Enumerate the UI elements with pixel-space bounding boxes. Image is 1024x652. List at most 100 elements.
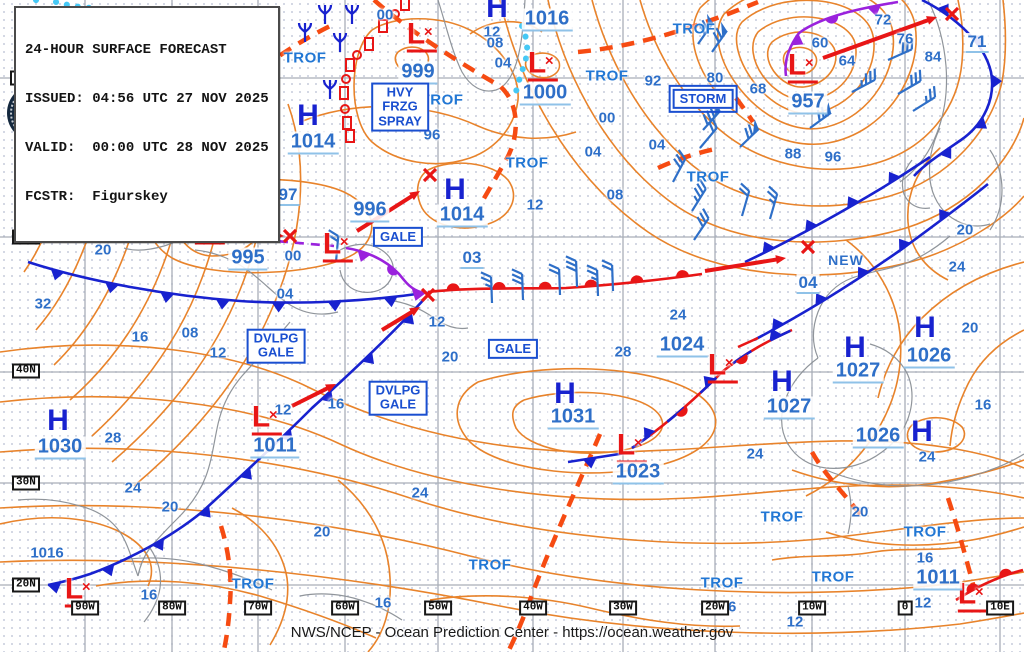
wind-barb-icon <box>586 264 600 297</box>
wind-barb-icon <box>739 118 760 148</box>
wind-barb-icon <box>711 21 728 53</box>
isobar-line <box>771 545 969 561</box>
front-symbol <box>772 318 785 331</box>
trof-line <box>657 145 721 171</box>
front-symbol <box>867 4 882 17</box>
front-symbol <box>937 3 949 17</box>
isobar-line <box>337 479 392 652</box>
isobar-line <box>0 517 153 587</box>
isobar-line <box>825 526 1024 546</box>
warm-front-pip-icon <box>676 270 690 278</box>
coastline <box>812 235 951 359</box>
coastline <box>299 593 403 621</box>
front-symbol <box>160 292 175 303</box>
warm-front-pip-icon <box>999 568 1013 578</box>
front-symbol <box>974 116 988 129</box>
coastline <box>781 343 913 469</box>
cold-front-pip-icon <box>772 318 785 331</box>
ice-limit-symbol <box>339 86 349 100</box>
ice-limit-symbol <box>340 104 350 114</box>
isobar-line <box>456 367 717 474</box>
front-symbol <box>383 296 398 308</box>
ice-limit-symbol <box>342 116 352 130</box>
cold-front-pip-icon <box>215 298 230 310</box>
cold-front-pip-icon <box>991 74 1003 89</box>
forecast-position-x-icon <box>944 6 960 22</box>
front-stationary <box>631 328 793 450</box>
warm-front-pip-icon <box>492 282 506 289</box>
cold-front-pip-icon <box>939 146 952 159</box>
isobar-line <box>0 559 1024 635</box>
front-cold <box>753 182 989 342</box>
wind-barb-icon <box>702 101 722 131</box>
front-symbol <box>805 219 818 232</box>
warm-front-pip-icon <box>387 264 399 276</box>
isobar-line <box>524 52 561 79</box>
title-block: 24-HOUR SURFACE FORECAST ISSUED: 04:56 U… <box>14 6 280 244</box>
front-symbol <box>939 146 952 159</box>
ice-limit-symbol <box>345 58 355 72</box>
isobar-line <box>766 31 837 88</box>
front-symbol <box>321 390 333 403</box>
isobar-line <box>353 18 519 165</box>
ice-limit-symbol <box>364 37 374 51</box>
isobar-line <box>95 580 377 639</box>
isobar-line <box>429 595 741 628</box>
front-symbol <box>584 279 598 287</box>
trof-line <box>734 96 755 124</box>
coastline <box>339 243 394 293</box>
front-symbol <box>703 376 716 389</box>
cold-front-pip-icon <box>582 457 597 469</box>
front-cold <box>47 294 429 587</box>
wind-barb-icon <box>480 271 494 304</box>
front-symbol <box>888 171 901 184</box>
front-symbol <box>791 33 804 46</box>
cold-front-pip-icon <box>857 266 870 279</box>
arrowhead-icon <box>926 16 937 25</box>
wind-barb-icon <box>897 69 922 95</box>
coastline <box>143 547 162 623</box>
movement-arrow <box>291 384 332 408</box>
arrowhead-icon <box>325 384 336 393</box>
wind-barb-icon <box>691 178 707 212</box>
freezing-spray-icon <box>332 32 348 52</box>
cold-front-pip-icon <box>939 209 951 222</box>
wind-barb-icon <box>766 185 779 220</box>
cold-front-pip-icon <box>805 219 818 232</box>
trof-line <box>505 433 603 652</box>
trof-line <box>218 525 233 651</box>
cold-front-pip-icon <box>383 296 398 308</box>
cold-front-pip-icon <box>151 538 164 551</box>
cold-front-pip-icon <box>357 250 371 262</box>
isobar-line <box>547 0 1024 243</box>
cold-front-pip-icon <box>974 116 988 129</box>
trof-line <box>945 497 977 589</box>
warm-front-pip-icon <box>966 583 979 594</box>
front-symbol <box>327 301 342 312</box>
wind-barb-icon <box>548 263 562 296</box>
cold-front-pip-icon <box>867 4 882 17</box>
freezing-spray-icon <box>322 79 338 99</box>
front-symbol <box>357 250 371 262</box>
cold-front-pip-icon <box>47 582 62 594</box>
cold-front-pip-icon <box>643 427 656 440</box>
freezing-spray-icon <box>297 22 313 42</box>
cold-front-pip-icon <box>198 505 211 518</box>
front-symbol <box>50 268 65 281</box>
cold-front-pip-icon <box>101 564 115 577</box>
isobar-line <box>906 416 966 453</box>
issued-line: ISSUED: 04:56 UTC 27 NOV 2025 <box>25 91 269 108</box>
freezing-spray-icon <box>317 4 333 24</box>
cold-front-pip-icon <box>327 301 342 312</box>
coastline <box>194 249 339 315</box>
chart-title: 24-HOUR SURFACE FORECAST <box>25 42 227 59</box>
wind-barb-icon <box>693 208 710 241</box>
isobar-line <box>0 447 1024 545</box>
coastline <box>437 0 526 92</box>
ice-limit-symbol <box>400 0 410 11</box>
ice-limit-symbol <box>341 74 351 84</box>
isobar-line <box>805 239 902 497</box>
front-symbol <box>446 283 460 291</box>
wind-barb-icon <box>697 13 714 45</box>
